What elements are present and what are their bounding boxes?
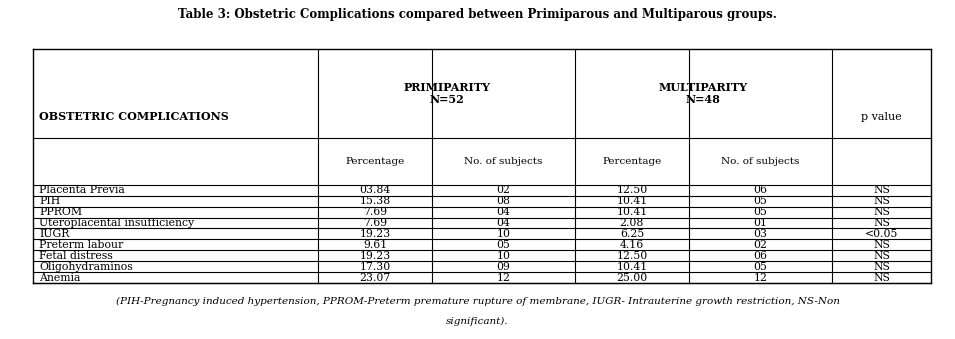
Text: 12.50: 12.50 <box>616 185 647 195</box>
Text: significant).: significant). <box>446 317 509 326</box>
Text: 19.23: 19.23 <box>359 251 391 261</box>
Text: PPROM: PPROM <box>39 207 82 217</box>
Text: 7.69: 7.69 <box>363 207 387 217</box>
Text: 10: 10 <box>497 251 511 261</box>
Text: 02: 02 <box>497 185 511 195</box>
Text: No. of subjects: No. of subjects <box>464 157 542 166</box>
Text: <0.05: <0.05 <box>864 229 898 239</box>
Text: NS: NS <box>873 240 890 250</box>
Text: (PIH-Pregnancy induced hypertension, PPROM-Preterm premature rupture of membrane: (PIH-Pregnancy induced hypertension, PPR… <box>116 297 839 306</box>
Text: NS: NS <box>873 273 890 283</box>
Text: 06: 06 <box>753 185 767 195</box>
Text: 05: 05 <box>753 207 767 217</box>
Text: Percentage: Percentage <box>603 157 662 166</box>
Text: 02: 02 <box>753 240 767 250</box>
Text: NS: NS <box>873 207 890 217</box>
Text: 01: 01 <box>753 218 767 228</box>
Text: 6.25: 6.25 <box>620 229 644 239</box>
Text: Percentage: Percentage <box>346 157 405 166</box>
Text: 12: 12 <box>497 273 511 283</box>
Text: 9.61: 9.61 <box>363 240 388 250</box>
Text: 23.07: 23.07 <box>359 273 391 283</box>
Text: Anemia: Anemia <box>39 273 80 283</box>
Text: 10.41: 10.41 <box>616 262 647 272</box>
Text: Placenta Previa: Placenta Previa <box>39 185 125 195</box>
Text: 25.00: 25.00 <box>616 273 647 283</box>
Text: Fetal distress: Fetal distress <box>39 251 113 261</box>
Text: PIH: PIH <box>39 196 60 206</box>
Text: NS: NS <box>873 251 890 261</box>
Text: 05: 05 <box>497 240 511 250</box>
Text: 12: 12 <box>753 273 767 283</box>
Text: 08: 08 <box>497 196 511 206</box>
Text: 7.69: 7.69 <box>363 218 387 228</box>
Text: 17.30: 17.30 <box>359 262 391 272</box>
Text: Oligohydraminos: Oligohydraminos <box>39 262 133 272</box>
Text: NS: NS <box>873 218 890 228</box>
Text: NS: NS <box>873 196 890 206</box>
Text: 2.08: 2.08 <box>620 218 644 228</box>
Text: 06: 06 <box>753 251 767 261</box>
Text: 15.38: 15.38 <box>359 196 391 206</box>
Text: OBSTETRIC COMPLICATIONS: OBSTETRIC COMPLICATIONS <box>39 112 229 122</box>
Text: 19.23: 19.23 <box>359 229 391 239</box>
Text: MULTIPARITY
N=48: MULTIPARITY N=48 <box>659 82 748 105</box>
Text: p value: p value <box>861 112 902 122</box>
Text: 04: 04 <box>497 207 511 217</box>
Text: NS: NS <box>873 262 890 272</box>
Text: IUGR: IUGR <box>39 229 70 239</box>
Text: 10.41: 10.41 <box>616 207 647 217</box>
Text: 05: 05 <box>753 196 767 206</box>
Text: Preterm labour: Preterm labour <box>39 240 123 250</box>
Text: 4.16: 4.16 <box>620 240 644 250</box>
Text: 10.41: 10.41 <box>616 196 647 206</box>
Text: No. of subjects: No. of subjects <box>721 157 799 166</box>
Text: Table 3: Obstetric Complications compared between Primiparous and Multiparous gr: Table 3: Obstetric Complications compare… <box>178 8 777 21</box>
Text: 03.84: 03.84 <box>359 185 391 195</box>
Text: 09: 09 <box>497 262 511 272</box>
Text: 04: 04 <box>497 218 511 228</box>
Text: 03: 03 <box>753 229 767 239</box>
Text: 12.50: 12.50 <box>616 251 647 261</box>
Text: PRIMIPARITY
N=52: PRIMIPARITY N=52 <box>403 82 490 105</box>
Text: 10: 10 <box>497 229 511 239</box>
Text: Uteroplacental insufficiency: Uteroplacental insufficiency <box>39 218 194 228</box>
Text: 05: 05 <box>753 262 767 272</box>
Text: NS: NS <box>873 185 890 195</box>
